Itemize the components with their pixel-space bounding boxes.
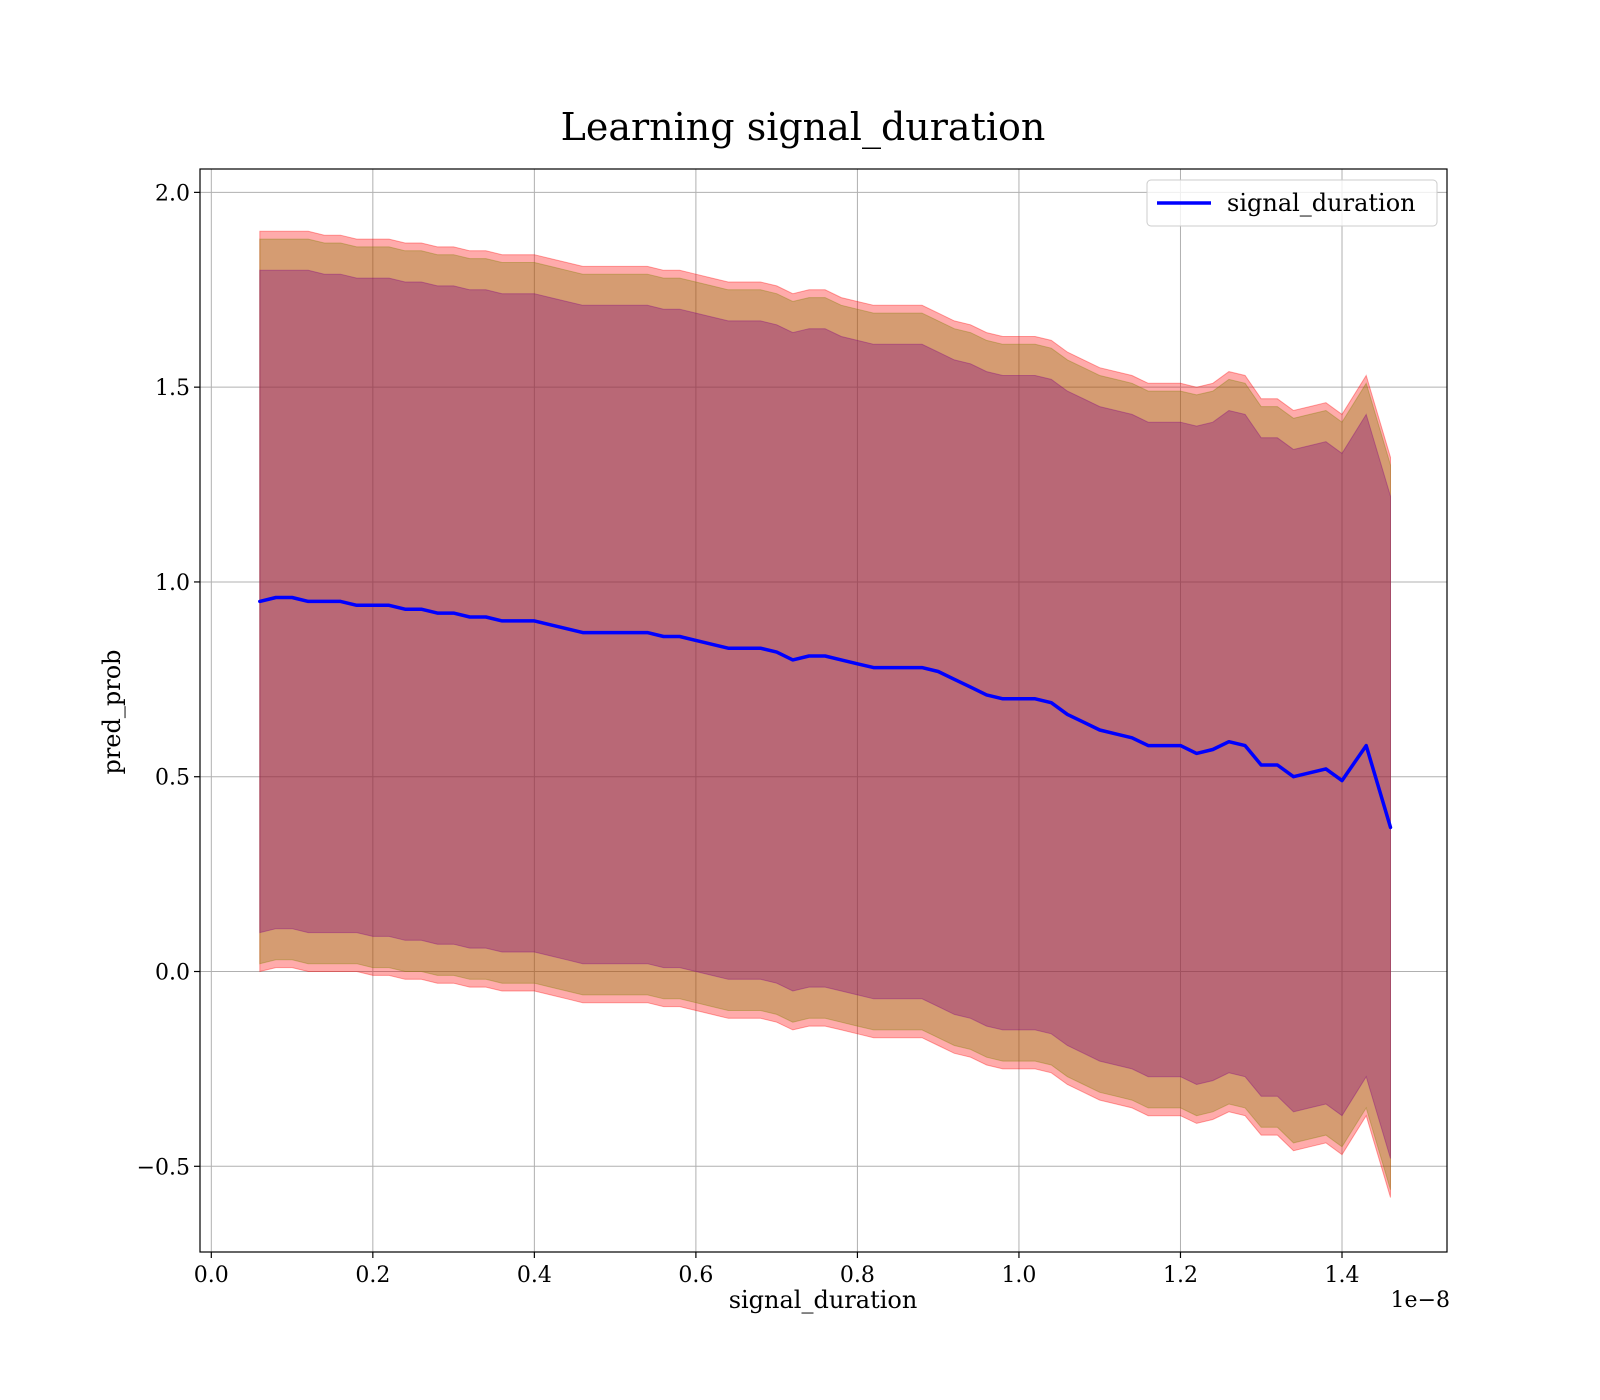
y-tick-label: 0.5 [155,766,190,791]
chart-title: Learning signal_duration [561,105,1046,150]
legend: signal_duration [1146,179,1438,227]
series-line [258,595,1393,830]
x-tick-label: 0.8 [840,1263,875,1288]
x-axis-offset-label: 1e−8 [1391,1288,1450,1313]
legend-frame [1146,179,1438,227]
x-axis-label: signal_duration [729,1286,918,1314]
legend-label: signal_duration [1227,189,1416,217]
x-tick-label: 1.0 [1001,1263,1036,1288]
y-tick-label: 0.0 [155,961,190,986]
x-tick-label: 1.4 [1325,1263,1360,1288]
y-axis-label: pred_prob [98,649,126,774]
plot-area: 0.0 0.2 0.4 0.6 0.8 1.0 1.2 1.4 −0.5 0.0 0.5 1.0 1.5… [137,168,1448,1288]
axes-frame [199,168,1448,1253]
x-tick-label: 1.2 [1163,1263,1198,1288]
confidence-band [259,238,1391,1190]
x-tick-label: 0.6 [678,1263,713,1288]
confidence-band [259,230,1391,1198]
y-tick-label: 2.0 [155,181,190,206]
x-tick-label: 0.2 [355,1263,390,1288]
y-tick-label: 1.5 [155,376,190,401]
confidence-band [259,269,1391,1159]
x-tick-label: 0.0 [194,1263,229,1288]
y-tick-label: 1.0 [155,571,190,596]
x-tick-label: 0.4 [517,1263,552,1288]
y-tick-label: −0.5 [137,1155,190,1180]
